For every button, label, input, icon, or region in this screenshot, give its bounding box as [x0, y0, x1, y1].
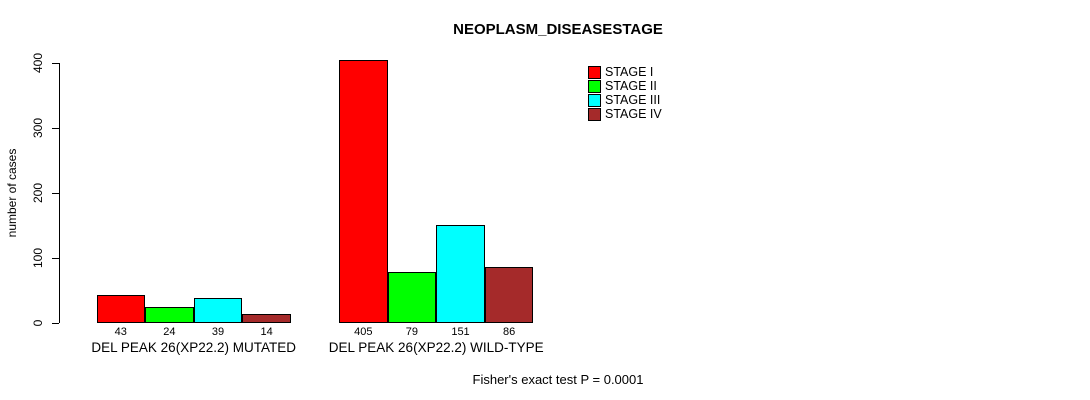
y-tick-100 [52, 258, 59, 259]
bar-value-label-stage-iii-del-peak-26-xp22-2-wild-type: 151 [451, 326, 470, 338]
y-tick-0 [52, 323, 59, 324]
bar-stage-iv-del-peak-26-xp22-2-wild-type [484, 267, 534, 323]
legend-label-stage-iii: STAGE III [605, 93, 661, 107]
y-tick-200 [52, 193, 59, 194]
legend-swatch-stage-ii [588, 80, 601, 93]
y-tick-label-300: 300 [31, 117, 45, 139]
chart-title: NEOPLASM_DISEASESTAGE [453, 21, 663, 38]
legend-label-stage-i: STAGE I [605, 65, 654, 79]
legend-label-stage-ii: STAGE II [605, 79, 657, 93]
bar-stage-ii-del-peak-26-xp22-2-mutated [145, 307, 194, 323]
legend-swatch-stage-iii [588, 94, 601, 107]
y-axis-line [59, 63, 60, 323]
legend-swatch-stage-i [588, 66, 601, 79]
legend-swatch-stage-iv [588, 108, 601, 121]
bar-value-label-stage-iv-del-peak-26-xp22-2-mutated: 14 [260, 326, 273, 338]
bar-stage-iii-del-peak-26-xp22-2-mutated [193, 297, 243, 323]
bar-value-label-stage-i-del-peak-26-xp22-2-wild-type: 405 [354, 326, 373, 338]
y-tick-label-400: 400 [31, 52, 45, 74]
bar-stage-iv-del-peak-26-xp22-2-mutated [242, 313, 291, 323]
bar-value-label-stage-ii-del-peak-26-xp22-2-mutated: 24 [163, 326, 176, 338]
bar-stage-iii-del-peak-26-xp22-2-wild-type [436, 224, 485, 323]
group-label-del-peak-26-xp22-2-mutated: DEL PEAK 26(XP22.2) MUTATED [91, 340, 296, 355]
legend-label-stage-iv: STAGE IV [605, 107, 662, 121]
y-tick-label-0: 0 [31, 319, 45, 327]
bar-value-label-stage-iv-del-peak-26-xp22-2-wild-type: 86 [502, 326, 516, 338]
bar-value-label-stage-iii-del-peak-26-xp22-2-mutated: 39 [211, 326, 225, 338]
bar-stage-ii-del-peak-26-xp22-2-wild-type [387, 271, 437, 323]
bar-stage-i-del-peak-26-xp22-2-wild-type [339, 59, 388, 323]
y-tick-400 [52, 63, 59, 64]
bar-value-label-stage-ii-del-peak-26-xp22-2-wild-type: 79 [405, 326, 419, 338]
y-tick-300 [52, 128, 59, 129]
y-axis-label: number of cases [5, 148, 19, 238]
bar-stage-i-del-peak-26-xp22-2-mutated [96, 295, 146, 323]
bar-value-label-stage-i-del-peak-26-xp22-2-mutated: 43 [114, 326, 127, 338]
group-label-del-peak-26-xp22-2-wild-type: DEL PEAK 26(XP22.2) WILD-TYPE [328, 340, 544, 355]
y-tick-label-100: 100 [31, 247, 45, 269]
y-tick-label-200: 200 [31, 182, 45, 204]
fisher-test-annotation: Fisher's exact test P = 0.0001 [472, 372, 644, 387]
